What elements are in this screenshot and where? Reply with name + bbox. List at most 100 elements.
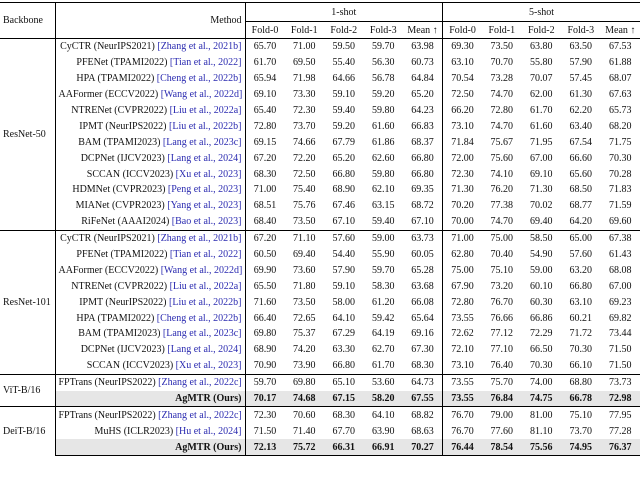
value-cell: 61.70 xyxy=(253,57,277,69)
method-name: AAFormer (ECCV2022) xyxy=(58,264,159,276)
value-cell: 61.60 xyxy=(372,120,395,132)
value-cell: 73.20 xyxy=(490,280,514,292)
value-cell: 67.29 xyxy=(332,328,356,340)
table-row: HPA (TPAMI2022) [Cheng et al., 2022b] 65.… xyxy=(0,70,640,87)
value-cell: 72.30 xyxy=(245,406,285,424)
citation: [Lang et al., 2023c] xyxy=(162,328,242,340)
value-cell: 76.70 xyxy=(490,296,514,308)
value-cell: 54.40 xyxy=(332,249,356,261)
value-cell: 66.86 xyxy=(530,312,553,324)
backbone-header: Backbone xyxy=(0,2,56,39)
method-cell: NTRENet (CVPR2022) [Liu et al., 2022a] xyxy=(55,102,246,119)
value-cell: 75.60 xyxy=(490,152,514,164)
value-cell: 81.00 xyxy=(521,406,562,424)
value-cell: 67.46 xyxy=(332,200,356,212)
value-cell: 70.30 xyxy=(530,360,553,372)
value-cell: 71.50 xyxy=(253,425,277,437)
value-cell: 73.50 xyxy=(293,216,316,228)
value-cell: 64.19 xyxy=(372,328,395,340)
value-cell: 68.80 xyxy=(561,373,601,391)
value-cell: 60.73 xyxy=(403,54,444,71)
method-name: BAM (TPAMI2023) xyxy=(78,136,161,148)
backbone-cell: DeiT-B/16 xyxy=(0,406,56,456)
value-cell: 71.50 xyxy=(609,344,632,356)
table-row: DeiT-B/16 FPTrans (NeurIPS2022) [Zhang et… xyxy=(0,406,640,456)
value-cell: 68.51 xyxy=(253,200,277,212)
method-name: MuHS (ICLR2023) xyxy=(94,425,174,437)
method-cell: FPTrans (NeurIPS2022) [Zhang et al., 202… xyxy=(55,406,246,424)
backbone-cell: ResNet-50 xyxy=(0,38,56,231)
value-cell: 55.90 xyxy=(372,249,395,261)
value-cell: 71.59 xyxy=(609,200,632,212)
value-cell: 72.80 xyxy=(253,120,277,132)
value-cell: 72.10 xyxy=(451,344,474,356)
value-cell: 61.70 xyxy=(372,360,395,372)
method-cell: CyCTR (NeurIPS2021) [Zhang et al., 2021b… xyxy=(55,37,246,55)
value-cell: 67.15 xyxy=(324,390,364,407)
value-cell: 69.35 xyxy=(403,182,444,198)
method-cell: AAFormer (ECCV2022) [Wang et al., 2022d] xyxy=(55,262,246,279)
value-cell: 61.88 xyxy=(609,57,632,69)
table-row: PFENet (TPAMI2022) [Tian et al., 2022] 60… xyxy=(0,246,640,263)
value-cell: 66.10 xyxy=(569,360,593,372)
value-cell: 64.10 xyxy=(363,406,403,424)
value-cell: 70.90 xyxy=(253,360,277,372)
value-cell: 62.70 xyxy=(372,344,395,356)
value-cell: 59.10 xyxy=(332,89,356,101)
value-cell: 59.70 xyxy=(372,264,395,276)
method-cell: DCPNet (IJCV2023) [Lang et al., 2024] xyxy=(55,150,246,167)
column-header: Fold-1 xyxy=(284,21,324,39)
value-cell: 62.60 xyxy=(372,152,395,164)
table-row: SCCAN (ICCV2023) [Xu et al., 2023] 68.30 7… xyxy=(0,166,640,183)
value-cell: 69.80 xyxy=(253,328,277,340)
method-name: CyCTR (NeurIPS2021) xyxy=(60,233,155,245)
method-cell: PFENet (TPAMI2022) [Tian et al., 2022] xyxy=(55,54,246,71)
table-row: AgMTR (Ours) 70.17 74.68 67.15 58.20 67.55 73.… xyxy=(0,390,640,407)
value-cell: 57.60 xyxy=(324,229,364,247)
value-cell: 68.40 xyxy=(253,216,277,228)
value-cell: 71.95 xyxy=(530,136,553,148)
value-cell: 57.60 xyxy=(569,249,593,261)
value-cell: 73.60 xyxy=(293,264,316,276)
value-cell: 67.10 xyxy=(403,213,444,231)
value-cell: 65.20 xyxy=(332,152,356,164)
value-cell: 64.84 xyxy=(403,70,444,87)
value-cell: 75.70 xyxy=(482,373,522,391)
citation: [Liu et al., 2022a] xyxy=(169,280,242,292)
value-cell: 67.53 xyxy=(600,37,640,55)
table-row: ViT-B/16 FPTrans (NeurIPS2022) [Zhang et … xyxy=(0,373,640,407)
value-cell: 62.80 xyxy=(451,249,474,261)
value-cell: 78.54 xyxy=(482,439,522,457)
method-header: Method xyxy=(55,2,246,39)
table-row: SCCAN (ICCV2023) [Xu et al., 2023] 70.90 7… xyxy=(0,357,640,375)
value-cell: 68.20 xyxy=(609,120,632,132)
value-cell: 65.64 xyxy=(403,310,444,327)
value-cell: 69.10 xyxy=(253,89,277,101)
value-cell: 57.90 xyxy=(569,57,593,69)
backbone-cell: ViT-B/16 xyxy=(0,373,56,407)
value-cell: 71.72 xyxy=(569,328,593,340)
value-cell: 59.80 xyxy=(372,105,395,116)
shot-header: 1-shot xyxy=(245,2,444,22)
table-row: RiFeNet (AAAI2024) [Bao et al., 2023] 68.… xyxy=(0,213,640,231)
value-cell: 66.80 xyxy=(332,168,356,180)
value-cell: 73.55 xyxy=(451,312,474,324)
value-cell: 56.78 xyxy=(372,73,395,85)
citation: [Liu et al., 2022a] xyxy=(169,105,242,116)
value-cell: 59.80 xyxy=(372,168,395,180)
value-cell: 72.00 xyxy=(451,152,474,164)
value-cell: 76.44 xyxy=(442,439,483,457)
value-cell: 68.37 xyxy=(403,134,444,151)
value-cell: 74.10 xyxy=(490,168,514,180)
citation: [Bao et al., 2023] xyxy=(171,216,242,228)
method-name: DCPNet (IJCV2023) xyxy=(80,152,165,164)
value-cell: 69.50 xyxy=(293,57,316,69)
table-row: HDMNet (CVPR2023) [Peng et al., 2023] 71.… xyxy=(0,182,640,198)
value-cell: 73.44 xyxy=(609,328,632,340)
value-cell: 69.40 xyxy=(293,249,316,261)
citation: [Zhang et al., 2022c] xyxy=(158,409,242,421)
value-cell: 71.00 xyxy=(284,37,324,55)
value-cell: 68.30 xyxy=(324,406,364,424)
value-cell: 71.80 xyxy=(293,280,316,292)
value-cell: 72.80 xyxy=(451,296,474,308)
